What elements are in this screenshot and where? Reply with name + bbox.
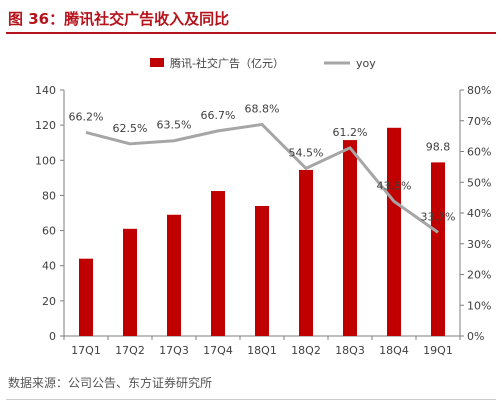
bar	[167, 214, 181, 336]
right-tick-label: 30%	[467, 238, 491, 251]
x-tick-label: 17Q2	[115, 344, 145, 357]
left-tick-label: 120	[35, 119, 56, 132]
bottom-divider	[6, 399, 496, 400]
legend-bar-label: 腾讯-社交广告（亿元）	[170, 56, 284, 70]
bar	[299, 169, 313, 336]
bar	[255, 205, 269, 336]
bar	[343, 140, 357, 336]
left-tick-label: 80	[42, 189, 56, 202]
left-tick-label: 60	[42, 225, 56, 238]
left-tick-label: 40	[42, 260, 56, 273]
left-tick-label: 100	[35, 154, 56, 167]
bar	[387, 127, 401, 337]
title-divider	[6, 32, 496, 34]
x-tick-label: 18Q3	[335, 344, 365, 357]
yoy-data-label: 68.8%	[245, 102, 280, 115]
right-tick-label: 10%	[467, 299, 491, 312]
right-tick-label: 0%	[467, 330, 484, 343]
right-tick-label: 60%	[467, 146, 491, 159]
yoy-data-label: 54.5%	[289, 146, 324, 159]
right-tick-label: 40%	[467, 207, 491, 220]
x-tick-label: 18Q1	[247, 344, 277, 357]
left-tick-label: 20	[42, 295, 56, 308]
yoy-data-label: 33.7%	[421, 210, 456, 223]
x-tick-label: 19Q1	[423, 344, 453, 357]
bar	[79, 258, 93, 336]
yoy-data-label: 63.5%	[157, 119, 192, 132]
legend-bar-swatch	[150, 58, 164, 67]
x-tick-label: 18Q4	[379, 344, 409, 357]
x-tick-label: 17Q1	[71, 344, 101, 357]
right-tick-label: 70%	[467, 115, 491, 128]
bar-data-label: 98.8	[426, 140, 451, 153]
right-tick-label: 20%	[467, 269, 491, 282]
right-tick-label: 80%	[467, 84, 491, 97]
yoy-data-label: 66.7%	[201, 109, 236, 122]
yoy-data-label: 43.8%	[377, 179, 412, 192]
left-tick-label: 0	[49, 330, 56, 343]
left-tick-label: 140	[35, 84, 56, 97]
x-tick-label: 17Q3	[159, 344, 189, 357]
bar	[123, 228, 137, 336]
chart-title: 图 36：腾讯社交广告收入及同比	[8, 10, 230, 28]
legend-line-label: yoy	[356, 57, 376, 70]
bar	[211, 191, 225, 336]
yoy-line	[85, 122, 439, 234]
x-tick-label: 18Q2	[291, 344, 321, 357]
yoy-data-label: 61.2%	[333, 126, 368, 139]
right-tick-label: 50%	[467, 176, 491, 189]
yoy-data-label: 62.5%	[113, 122, 148, 135]
source-note: 数据来源：公司公告、东方证券研究所	[8, 376, 213, 390]
bar	[431, 162, 445, 336]
x-tick-label: 17Q4	[203, 344, 233, 357]
yoy-data-label: 66.2%	[69, 110, 104, 123]
